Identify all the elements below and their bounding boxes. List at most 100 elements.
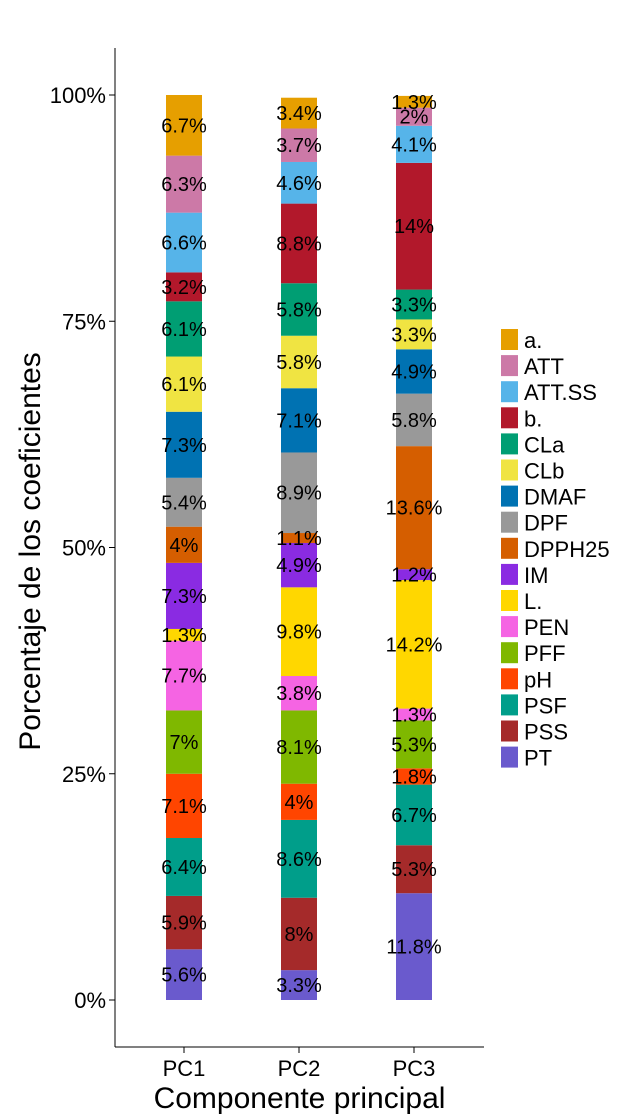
data-label: 7.1% (161, 796, 207, 818)
bar-segment (396, 95, 432, 108)
legend-swatch (501, 720, 518, 742)
bar-segment (281, 388, 317, 453)
bar-segment (166, 477, 202, 527)
bar-segment (396, 349, 432, 394)
bar-segment (166, 272, 202, 302)
data-label: 8.6% (276, 849, 322, 871)
legend-label: DPPH25 (524, 537, 610, 562)
data-label: 14.2% (386, 634, 443, 656)
legend-label: PSS (524, 720, 568, 745)
legend-item: a. (501, 328, 542, 353)
legend-label: ATT (524, 354, 564, 379)
data-label: 3.7% (276, 135, 322, 157)
y-tick-label: 100% (50, 83, 106, 108)
y-tick-label: 75% (62, 309, 106, 334)
legend-item: PSF (501, 693, 567, 718)
legend-swatch (501, 642, 518, 664)
legend-item: pH (501, 667, 552, 692)
legend-item: PFF (501, 641, 566, 666)
x-tick-label: PC2 (278, 1056, 321, 1081)
bar-segment (166, 640, 202, 711)
data-label: 8% (285, 924, 314, 946)
legend-item: CLa (501, 432, 565, 457)
legend-item: PEN (501, 615, 569, 640)
data-label: 4% (170, 535, 199, 557)
bar-segment (166, 301, 202, 357)
bar-segment (281, 587, 317, 677)
data-label: 7.3% (161, 435, 207, 457)
data-label: 2% (400, 107, 429, 129)
legend-swatch (501, 694, 518, 716)
bar-segment (166, 838, 202, 896)
legend-item: ATT (501, 354, 564, 379)
legend-swatch (501, 590, 518, 611)
data-label: 3.4% (276, 103, 322, 125)
data-label: 1.1% (276, 528, 322, 550)
plot-area: 0% 25% 50% 75% 100% 5.6% 5.9% 6.4% 7.1% 7% 7.7% 1.… (50, 48, 484, 1081)
data-label: 1.8% (391, 766, 437, 788)
data-label: 5.9% (161, 913, 207, 935)
data-label: 4.1% (391, 134, 437, 156)
data-label: 3.3% (276, 975, 322, 997)
bar-segment (281, 283, 317, 336)
bar-segment (166, 949, 202, 1000)
legend-label: IM (524, 563, 548, 588)
legend-swatch (501, 537, 518, 559)
bar-segment (166, 895, 202, 950)
legend: a.ATTATT.SSb.CLaCLbDMAFDPFDPPH25IML.PENP… (501, 328, 610, 771)
legend-swatch (501, 459, 518, 481)
bar-stack-pc1: 5.6% 5.9% 6.4% 7.1% 7% 7.7% 1.3% 7.3% 4% 5.4% 7.3%… (161, 95, 207, 1000)
legend-label: CLa (524, 432, 565, 457)
bar-segment (281, 819, 317, 898)
bar-segment (396, 107, 432, 126)
data-label: 1.3% (161, 625, 207, 647)
bar-segment (281, 335, 317, 389)
y-axis-ticks: 0% 25% 50% 75% 100% (50, 83, 115, 1013)
bar-segment (166, 526, 202, 563)
legend-swatch (501, 329, 518, 350)
bar-segment (281, 676, 317, 711)
bar-segment (281, 128, 317, 162)
y-tick-label: 50% (62, 536, 106, 561)
legend-label: PEN (524, 615, 569, 640)
bar-segment (166, 155, 202, 213)
legend-label: PSF (524, 693, 567, 718)
bar-segment (396, 162, 432, 290)
data-label: 14% (394, 216, 434, 238)
data-label: 5.3% (391, 859, 437, 881)
data-label: 6.6% (161, 233, 207, 255)
data-label: 6.7% (391, 805, 437, 827)
data-label: 5.6% (161, 965, 207, 987)
x-axis-ticks: PC1 PC2 PC3 (163, 1047, 435, 1081)
legend-label: ATT.SS (524, 380, 597, 405)
bar-segment (396, 125, 432, 163)
data-label: 3.2% (161, 277, 207, 299)
legend-label: pH (524, 667, 552, 692)
y-tick-label: 25% (62, 762, 106, 787)
legend-item: DPPH25 (501, 537, 610, 562)
legend-swatch (501, 485, 518, 507)
data-label: 5.8% (276, 299, 322, 321)
data-label: 6.4% (161, 857, 207, 879)
bar-segment (396, 569, 432, 581)
data-label: 3.3% (391, 324, 437, 346)
data-label: 13.6% (386, 498, 443, 520)
bar-segment (396, 393, 432, 447)
bar-segment (281, 161, 317, 204)
bar-stack-pc2: 3.3% 8% 8.6% 4% 8.1% 3.8% 9.8% 4.9% 1.1% 8.9% 7.1%… (276, 97, 322, 1000)
data-label: 11.8% (386, 937, 441, 959)
x-tick-label: PC1 (163, 1056, 206, 1081)
bar-segment (281, 970, 317, 1000)
legend-swatch (501, 433, 518, 455)
data-label: 5.4% (161, 492, 207, 514)
data-label: 4.9% (391, 361, 437, 383)
data-label: 6.7% (161, 115, 207, 137)
legend-label: DMAF (524, 485, 586, 510)
bar-segment (396, 720, 432, 769)
data-label: 4.9% (276, 555, 322, 577)
legend-item: L. (501, 589, 542, 614)
bars: 5.6% 5.9% 6.4% 7.1% 7% 7.7% 1.3% 7.3% 4% 5.4% 7.3%… (161, 92, 443, 1000)
legend-swatch (501, 616, 518, 638)
data-label: 7.7% (161, 666, 207, 688)
data-label: 5.8% (391, 410, 437, 432)
